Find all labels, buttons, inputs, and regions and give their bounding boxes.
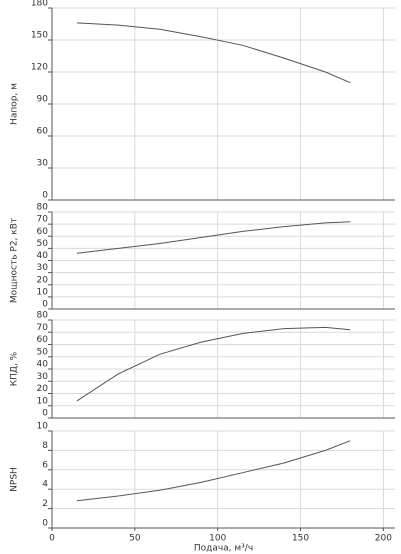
- y-tick-label: 70: [37, 215, 49, 225]
- y-tick-label: 10: [37, 396, 49, 406]
- y-tick-label: 80: [37, 311, 49, 321]
- y-tick-label: 30: [37, 372, 49, 382]
- y-tick-label: 4: [42, 480, 48, 490]
- y-tick-label: 60: [37, 227, 49, 237]
- y-tick-label: 20: [37, 384, 49, 394]
- y-tick-label: 10: [37, 422, 49, 432]
- y-axis-label: КПД, %: [10, 351, 20, 386]
- x-tick-label: 50: [129, 534, 141, 544]
- y-tick-label: 20: [37, 275, 49, 285]
- y-tick-label: 40: [37, 360, 49, 370]
- line: [76, 22, 351, 84]
- y-tick-label: 40: [37, 251, 49, 261]
- y-axis-label: Напор, м: [10, 83, 20, 125]
- y-tick-label: 30: [37, 159, 49, 169]
- y-tick-label: 0: [42, 191, 48, 201]
- y-tick-label: 180: [31, 0, 48, 9]
- y-tick-label: 10: [37, 287, 49, 297]
- y-tick-label: 50: [37, 239, 49, 249]
- line: [76, 326, 351, 402]
- y-tick-label: 2: [42, 499, 48, 509]
- panel: 0 50 100 150 200 0 2 4 6 8 10 NPSH Подача, м³/ч: [10, 422, 395, 554]
- y-tick-label: 50: [37, 347, 49, 357]
- y-tick-label: 60: [37, 127, 49, 137]
- y-tick-label: 0: [42, 409, 48, 419]
- panel: 0 30 60 90 120 150 180 Напор, м: [10, 0, 395, 201]
- line: [76, 440, 351, 502]
- y-tick-label: 30: [37, 263, 49, 273]
- y-tick-label: 8: [42, 441, 48, 451]
- y-tick-label: 0: [42, 300, 48, 310]
- x-tick-label: 150: [292, 534, 309, 544]
- panel: 0 10 20 30 40 50 60 70 80 КПД, %: [10, 311, 395, 419]
- panel: 0 10 20 30 40 50 60 70 80 Мощность P2, кВт: [10, 203, 395, 310]
- y-tick-label: 0: [42, 519, 48, 529]
- line: [76, 221, 351, 254]
- x-tick-label: 100: [209, 534, 226, 544]
- y-tick-label: 60: [37, 335, 49, 345]
- x-tick-label: 0: [49, 534, 55, 544]
- y-tick-label: 120: [31, 63, 48, 73]
- x-axis-label: Подача, м³/ч: [194, 544, 253, 554]
- y-tick-label: 70: [37, 323, 49, 333]
- y-tick-label: 6: [42, 460, 48, 470]
- y-axis-label: NPSH: [10, 467, 20, 492]
- y-tick-label: 80: [37, 203, 49, 213]
- x-tick-label: 200: [375, 534, 392, 544]
- y-tick-label: 150: [31, 31, 48, 41]
- y-axis-label: Мощность P2, кВт: [10, 218, 20, 303]
- y-tick-label: 90: [37, 95, 49, 105]
